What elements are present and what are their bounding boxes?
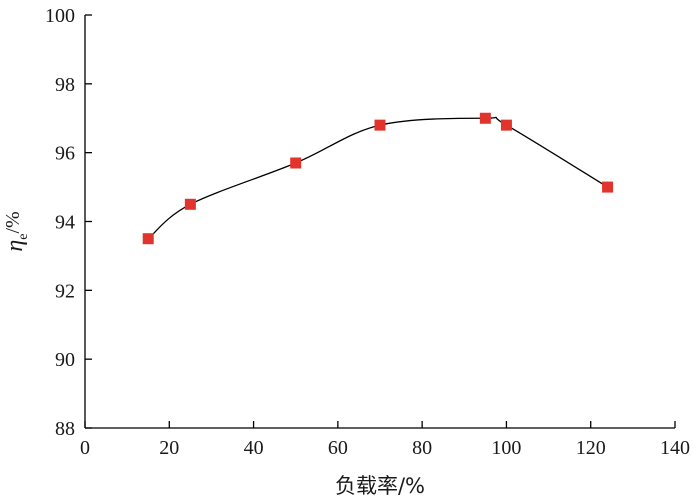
data-point <box>184 198 196 210</box>
y-axis-label: ηe/% <box>2 211 31 251</box>
x-tick-label: 140 <box>660 437 690 459</box>
x-tick-label: 0 <box>80 437 90 459</box>
y-tick-label: 94 <box>55 212 75 234</box>
x-tick-label: 60 <box>328 437 348 459</box>
data-point <box>500 119 512 131</box>
y-axis-symbol: η <box>2 240 28 252</box>
axes <box>84 15 675 429</box>
x-tick-label: 120 <box>576 437 606 459</box>
y-tick-label: 100 <box>45 5 75 27</box>
tick-labels: 0 20 40 60 80 100 120 140 88 90 92 94 96 98 100 <box>45 5 690 459</box>
x-tick-label: 40 <box>244 437 264 459</box>
x-tick-label: 80 <box>412 437 432 459</box>
y-tick-label: 90 <box>55 349 75 371</box>
x-axis-label: 负载率/% <box>335 474 425 498</box>
data-point <box>374 119 386 131</box>
data-point <box>602 181 614 193</box>
y-axis-unit: /% <box>2 211 24 233</box>
data-point <box>479 112 491 124</box>
y-axis-subscript: e <box>16 234 31 240</box>
x-tick-label: 20 <box>159 437 179 459</box>
tick-marks <box>84 14 676 429</box>
y-tick-label: 88 <box>55 418 75 440</box>
x-tick-label: 100 <box>491 437 521 459</box>
y-tick-label: 98 <box>55 74 75 96</box>
y-tick-label: 92 <box>55 280 75 302</box>
data-point <box>142 233 154 245</box>
y-tick-label: 96 <box>55 143 75 165</box>
data-points <box>142 112 614 245</box>
fitted-curve <box>147 116 608 240</box>
data-point <box>290 157 302 169</box>
